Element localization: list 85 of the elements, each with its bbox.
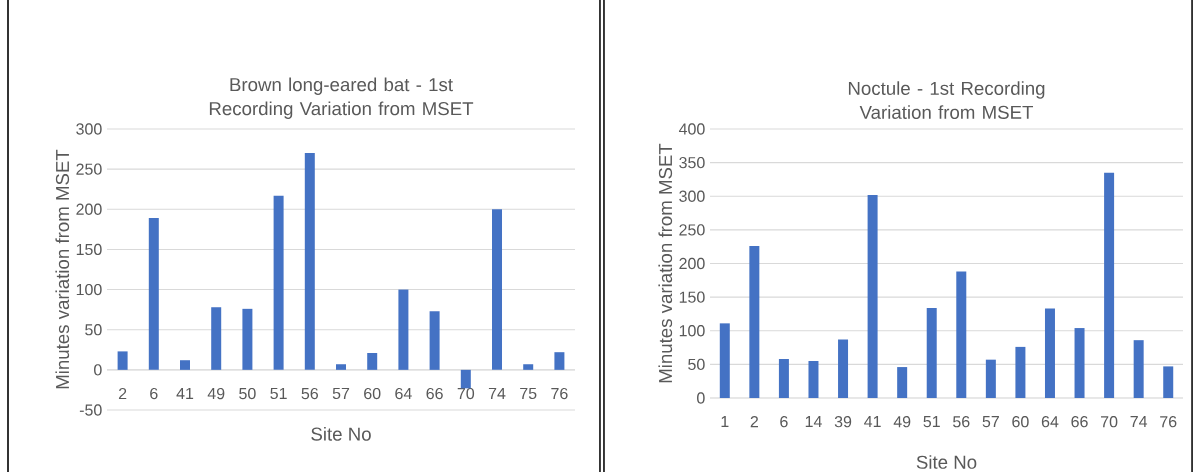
bar — [749, 246, 760, 398]
x-tick-label: 51 — [923, 416, 940, 428]
chart-title: Brown long-eared bat - 1st Recording Variation from MSET — [209, 77, 474, 119]
bar — [211, 307, 222, 370]
y-tick-label: 0 — [697, 392, 705, 404]
x-axis-title: Site No — [916, 455, 977, 469]
y-tick-label: 150 — [76, 243, 102, 256]
bar — [985, 359, 996, 398]
y-tick-label: 300 — [679, 190, 705, 202]
y-tick-label: 50 — [85, 324, 102, 336]
x-tick-label: 74 — [1130, 416, 1148, 428]
y-tick-label: 250 — [76, 163, 102, 175]
bar — [180, 360, 190, 370]
x-tick-label: 64 — [1041, 416, 1059, 428]
y-tick-label: 0 — [94, 364, 102, 376]
bar — [304, 153, 315, 370]
y-axis-title: Minutes variation from MSET — [658, 143, 673, 383]
y-tick-label: 250 — [679, 224, 705, 236]
x-tick-label: 50 — [239, 387, 256, 400]
x-tick-label: 2 — [118, 387, 127, 400]
x-tick-label: 57 — [982, 416, 999, 428]
x-tick-label: 6 — [150, 387, 158, 400]
y-tick-label: 100 — [76, 283, 102, 296]
bar — [926, 307, 937, 398]
x-tick-label: 6 — [780, 416, 788, 428]
x-tick-label: 70 — [1101, 416, 1118, 428]
bar — [719, 323, 730, 398]
bar — [554, 352, 565, 370]
bar — [148, 218, 159, 370]
x-tick-label: 56 — [301, 387, 318, 400]
x-tick-label: 56 — [953, 416, 970, 428]
bar — [838, 339, 849, 398]
bar — [1133, 340, 1144, 398]
y-tick-label: -50 — [79, 404, 102, 416]
chart-title: Noctule - 1st Recording Variation from MSET — [848, 81, 1045, 119]
y-tick-label: 50 — [688, 358, 705, 371]
bar — [367, 353, 378, 370]
x-tick-label: 51 — [270, 387, 287, 400]
y-tick-label: 150 — [679, 291, 705, 303]
x-tick-label: 2 — [750, 416, 758, 428]
bar — [117, 351, 128, 370]
y-tick-label: 200 — [76, 203, 102, 215]
bar — [1163, 366, 1174, 398]
bar — [808, 361, 819, 398]
bar — [336, 364, 347, 370]
x-tick-label: 39 — [834, 416, 852, 428]
bar — [429, 311, 440, 370]
bar — [460, 369, 471, 389]
bar — [1044, 308, 1055, 398]
bar — [1015, 346, 1026, 398]
bar — [867, 194, 878, 398]
x-tick-label: 1 — [721, 416, 729, 428]
x-tick-label: 70 — [457, 387, 475, 400]
x-tick-label: 60 — [1012, 416, 1029, 428]
bar — [242, 308, 253, 370]
y-tick-label: 100 — [679, 325, 705, 337]
x-axis-title: Site No — [311, 427, 371, 441]
x-tick-label: 75 — [520, 387, 537, 400]
x-tick-label: 66 — [426, 387, 443, 400]
x-tick-label: 41 — [864, 416, 881, 428]
bar — [1074, 328, 1085, 398]
x-tick-label: 60 — [364, 387, 381, 400]
bar — [523, 364, 534, 370]
x-tick-label: 76 — [1160, 416, 1177, 428]
x-tick-label: 57 — [332, 387, 350, 400]
x-tick-label: 66 — [1071, 416, 1088, 428]
x-tick-label: 41 — [176, 387, 194, 399]
y-tick-label: 350 — [679, 156, 705, 169]
bar — [273, 195, 284, 370]
x-tick-label: 49 — [893, 416, 911, 428]
x-tick-label: 74 — [488, 387, 506, 399]
bar — [956, 271, 967, 398]
bar — [398, 289, 409, 370]
y-axis-title: Minutes variation from MSET — [55, 149, 70, 389]
bar — [897, 367, 908, 398]
bar — [492, 209, 503, 370]
x-tick-label: 76 — [551, 387, 568, 400]
x-tick-label: 49 — [207, 387, 225, 400]
x-tick-label: 14 — [805, 416, 822, 428]
y-tick-label: 300 — [76, 123, 102, 135]
bar — [1104, 172, 1115, 398]
y-tick-label: 400 — [678, 123, 705, 135]
bar — [778, 358, 789, 398]
x-tick-label: 64 — [395, 387, 412, 400]
y-tick-label: 200 — [679, 257, 705, 270]
